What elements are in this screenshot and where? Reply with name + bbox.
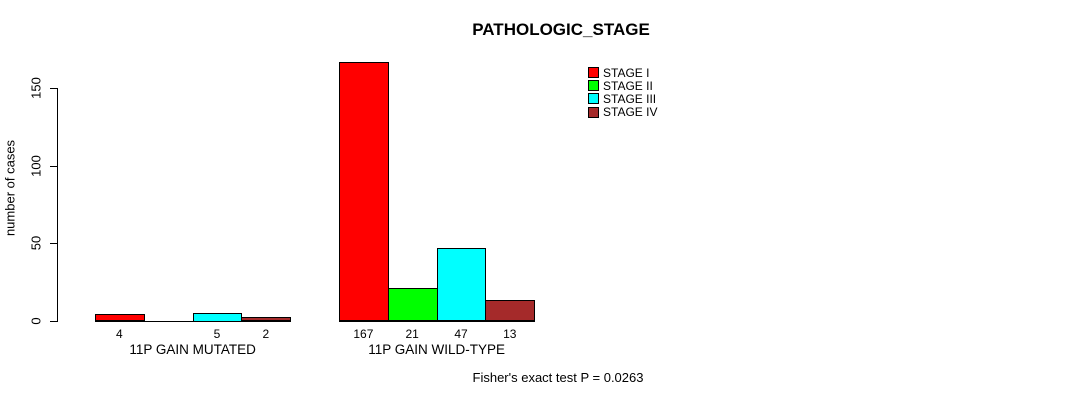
y-axis-line: [57, 88, 58, 322]
bar-value-label: 167: [353, 326, 374, 341]
y-axis-label: number of cases: [2, 139, 18, 237]
legend-label: STAGE III: [603, 91, 657, 106]
legend-item-stage-ii: STAGE II: [588, 78, 657, 93]
y-axis-tick-label: 0: [28, 316, 44, 325]
legend-item-stage-iii: STAGE III: [588, 91, 657, 106]
bar-value-label: 2: [262, 326, 270, 341]
bar-stage-i-11p-gain-wild-type: [339, 61, 389, 322]
chart-title: PATHOLOGIC_STAGE: [472, 20, 650, 39]
bar-value-label: 47: [454, 326, 468, 341]
bar-value-label: 5: [213, 326, 221, 341]
bar-stage-iv-11p-gain-mutated: [241, 317, 292, 322]
bar-stage-iv-11p-gain-wild-type: [485, 300, 536, 322]
y-axis-tick: [50, 88, 57, 89]
legend-item-stage-iv: STAGE IV: [588, 105, 658, 120]
category-label-11p-gain-mutated: 11P GAIN MUTATED: [129, 342, 256, 357]
y-axis-tick-label: 50: [28, 235, 44, 251]
legend-swatch-stage-iii: [588, 93, 599, 105]
legend-swatch-stage-i: [588, 67, 599, 79]
legend-label: STAGE IV: [603, 105, 658, 120]
bar-value-label: 4: [116, 326, 123, 341]
bar-stage-iii-11p-gain-mutated: [192, 312, 243, 322]
category-label-11p-gain-wild-type: 11P GAIN WILD-TYPE: [368, 342, 505, 357]
y-axis-tick-label: 150: [28, 77, 44, 99]
y-axis-tick: [50, 243, 57, 244]
legend-swatch-stage-ii: [588, 80, 599, 92]
legend-swatch-stage-iv: [588, 106, 599, 118]
bar-value-label: 13: [503, 326, 517, 341]
y-axis-tick: [50, 320, 57, 322]
bar-stage-ii-11p-gain-wild-type: [387, 287, 438, 322]
y-axis-tick: [50, 165, 57, 167]
legend-item-stage-i: STAGE I: [588, 65, 657, 80]
y-axis-tick-label: 100: [28, 154, 44, 177]
legend-label: STAGE I: [603, 65, 650, 80]
bar-stage-i-11p-gain-mutated: [95, 314, 145, 322]
legend-label: STAGE II: [603, 78, 653, 93]
bar-stage-iii-11p-gain-wild-type: [436, 247, 487, 322]
legend: STAGE I STAGE II STAGE III STAGE IV: [588, 66, 657, 119]
bar-value-label: 21: [405, 326, 419, 341]
statistical-test-annotation: Fisher's exact test P = 0.0263: [472, 370, 644, 385]
